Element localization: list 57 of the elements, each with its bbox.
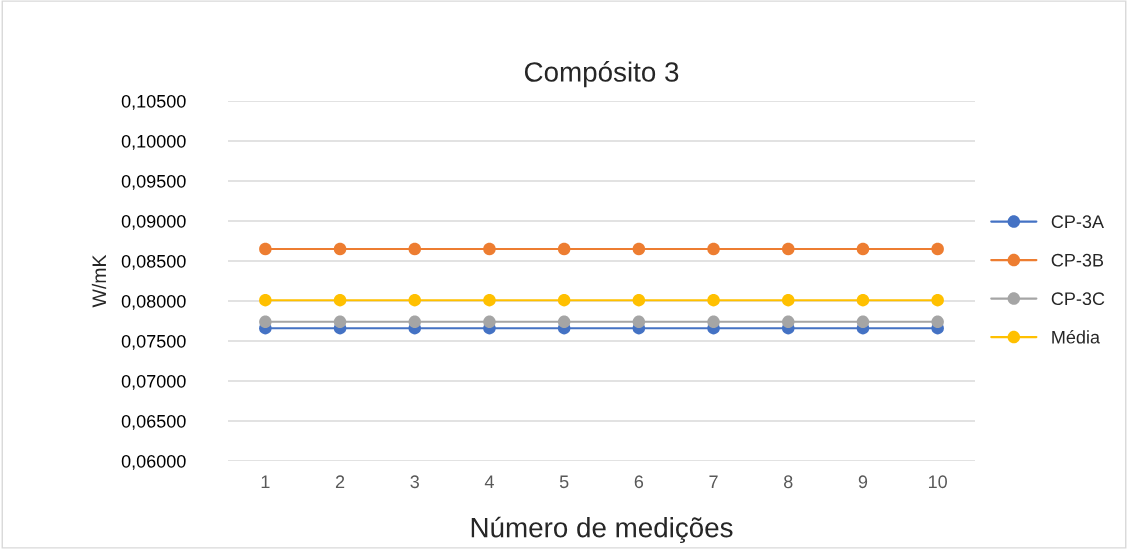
point xyxy=(632,293,646,307)
y-tick-label: 0,08500 xyxy=(121,254,186,270)
y-tick-label: 0,08000 xyxy=(121,294,186,310)
point xyxy=(856,293,870,307)
y-tick-label: 0,09000 xyxy=(121,214,186,230)
point xyxy=(707,242,720,256)
point xyxy=(856,242,870,256)
x-tick-label: 8 xyxy=(784,475,793,489)
point xyxy=(782,293,795,307)
legend-label: CP-3C xyxy=(1051,292,1105,306)
x-tick-label: 9 xyxy=(858,475,868,489)
x-tick-label: 7 xyxy=(709,475,718,488)
x-tick-label: 1 xyxy=(261,475,270,488)
point xyxy=(856,315,870,329)
point xyxy=(557,242,571,256)
point xyxy=(707,315,720,329)
y-tick-label: 0,07500 xyxy=(121,334,186,350)
point xyxy=(408,315,421,329)
point xyxy=(632,315,646,329)
point xyxy=(782,242,795,256)
point xyxy=(259,242,272,256)
point xyxy=(632,242,646,256)
point xyxy=(483,242,496,256)
point xyxy=(408,242,421,256)
point xyxy=(483,315,496,329)
legend-label: Média xyxy=(1052,330,1101,344)
x-tick-label: 2 xyxy=(335,475,345,488)
x-tick-label: 4 xyxy=(484,475,494,488)
point xyxy=(333,315,347,329)
point xyxy=(259,293,272,307)
point xyxy=(707,293,720,307)
point xyxy=(557,315,571,329)
point xyxy=(259,315,272,329)
point xyxy=(333,293,347,307)
legend-label: CP-3B xyxy=(1051,253,1104,267)
x-tick-label: 3 xyxy=(410,475,419,489)
point xyxy=(483,293,496,307)
x-tick-label: 10 xyxy=(928,475,947,489)
point xyxy=(408,293,421,307)
y-tick-label: 0,10500 xyxy=(121,94,186,110)
y-tick-label: 0,06000 xyxy=(121,454,186,470)
point xyxy=(333,242,347,256)
y-axis-title: W/mK xyxy=(91,254,107,308)
point xyxy=(557,293,571,307)
point xyxy=(931,242,944,256)
x-tick-label: 6 xyxy=(634,475,644,489)
chart-title: Compósito 3 xyxy=(524,61,679,88)
point xyxy=(931,315,944,329)
point xyxy=(931,293,944,307)
y-tick-label: 0,10000 xyxy=(121,134,186,150)
point xyxy=(782,315,795,329)
x-axis-title: Número de medições xyxy=(471,516,733,544)
legend-label: CP-3A xyxy=(1051,215,1104,229)
y-tick-label: 0,06500 xyxy=(121,414,186,430)
y-tick-label: 0,07000 xyxy=(121,374,186,390)
y-tick-label: 0,09500 xyxy=(121,174,186,190)
x-tick-label: 5 xyxy=(559,475,569,489)
